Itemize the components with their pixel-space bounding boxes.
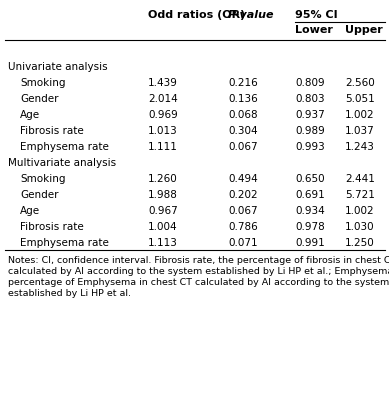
Text: 0.991: 0.991 xyxy=(295,238,325,248)
Text: 0.993: 0.993 xyxy=(295,142,325,152)
Text: 0.691: 0.691 xyxy=(295,190,325,200)
Text: Emphysema rate: Emphysema rate xyxy=(20,238,109,248)
Text: 95% CI: 95% CI xyxy=(295,10,338,20)
Text: 1.260: 1.260 xyxy=(148,174,178,184)
Text: Age: Age xyxy=(20,110,40,120)
Text: 0.494: 0.494 xyxy=(228,174,258,184)
Text: 0.803: 0.803 xyxy=(295,94,325,104)
Text: 5.051: 5.051 xyxy=(345,94,375,104)
Text: Notes: CI, confidence interval. Fibrosis rate, the percentage of fibrosis in che: Notes: CI, confidence interval. Fibrosis… xyxy=(8,256,389,265)
Text: Multivariate analysis: Multivariate analysis xyxy=(8,158,116,168)
Text: Fibrosis rate: Fibrosis rate xyxy=(20,126,84,136)
Text: 1.002: 1.002 xyxy=(345,110,375,120)
Text: percentage of Emphysema in chest CT calculated by AI according to the system: percentage of Emphysema in chest CT calc… xyxy=(8,278,389,287)
Text: Gender: Gender xyxy=(20,190,58,200)
Text: 1.988: 1.988 xyxy=(148,190,178,200)
Text: 0.216: 0.216 xyxy=(228,78,258,88)
Text: 0.937: 0.937 xyxy=(295,110,325,120)
Text: 1.439: 1.439 xyxy=(148,78,178,88)
Text: 2.560: 2.560 xyxy=(345,78,375,88)
Text: 0.967: 0.967 xyxy=(148,206,178,216)
Text: 1.002: 1.002 xyxy=(345,206,375,216)
Text: 5.721: 5.721 xyxy=(345,190,375,200)
Text: 0.934: 0.934 xyxy=(295,206,325,216)
Text: Smoking: Smoking xyxy=(20,174,65,184)
Text: 0.978: 0.978 xyxy=(295,222,325,232)
Text: 2.014: 2.014 xyxy=(148,94,178,104)
Text: 0.304: 0.304 xyxy=(228,126,258,136)
Text: Univariate analysis: Univariate analysis xyxy=(8,62,108,72)
Text: calculated by AI according to the system established by Li HP et al.; Emphysema : calculated by AI according to the system… xyxy=(8,267,389,276)
Text: 0.786: 0.786 xyxy=(228,222,258,232)
Text: Emphysema rate: Emphysema rate xyxy=(20,142,109,152)
Text: 1.250: 1.250 xyxy=(345,238,375,248)
Text: 0.650: 0.650 xyxy=(295,174,325,184)
Text: 1.004: 1.004 xyxy=(148,222,178,232)
Text: established by Li HP et al.: established by Li HP et al. xyxy=(8,289,131,298)
Text: 1.030: 1.030 xyxy=(345,222,375,232)
Text: 1.113: 1.113 xyxy=(148,238,178,248)
Text: 0.067: 0.067 xyxy=(228,206,258,216)
Text: 1.111: 1.111 xyxy=(148,142,178,152)
Text: 1.037: 1.037 xyxy=(345,126,375,136)
Text: 0.067: 0.067 xyxy=(228,142,258,152)
Text: 2.441: 2.441 xyxy=(345,174,375,184)
Text: P-value: P-value xyxy=(228,10,275,20)
Text: Lower: Lower xyxy=(295,25,333,35)
Text: 1.013: 1.013 xyxy=(148,126,178,136)
Text: Gender: Gender xyxy=(20,94,58,104)
Text: 0.068: 0.068 xyxy=(228,110,258,120)
Text: Fibrosis rate: Fibrosis rate xyxy=(20,222,84,232)
Text: 0.071: 0.071 xyxy=(228,238,258,248)
Text: Odd ratios (OR): Odd ratios (OR) xyxy=(148,10,245,20)
Text: 0.202: 0.202 xyxy=(228,190,258,200)
Text: 0.136: 0.136 xyxy=(228,94,258,104)
Text: 0.809: 0.809 xyxy=(295,78,325,88)
Text: 0.989: 0.989 xyxy=(295,126,325,136)
Text: Smoking: Smoking xyxy=(20,78,65,88)
Text: 0.969: 0.969 xyxy=(148,110,178,120)
Text: Upper: Upper xyxy=(345,25,383,35)
Text: 1.243: 1.243 xyxy=(345,142,375,152)
Text: Age: Age xyxy=(20,206,40,216)
